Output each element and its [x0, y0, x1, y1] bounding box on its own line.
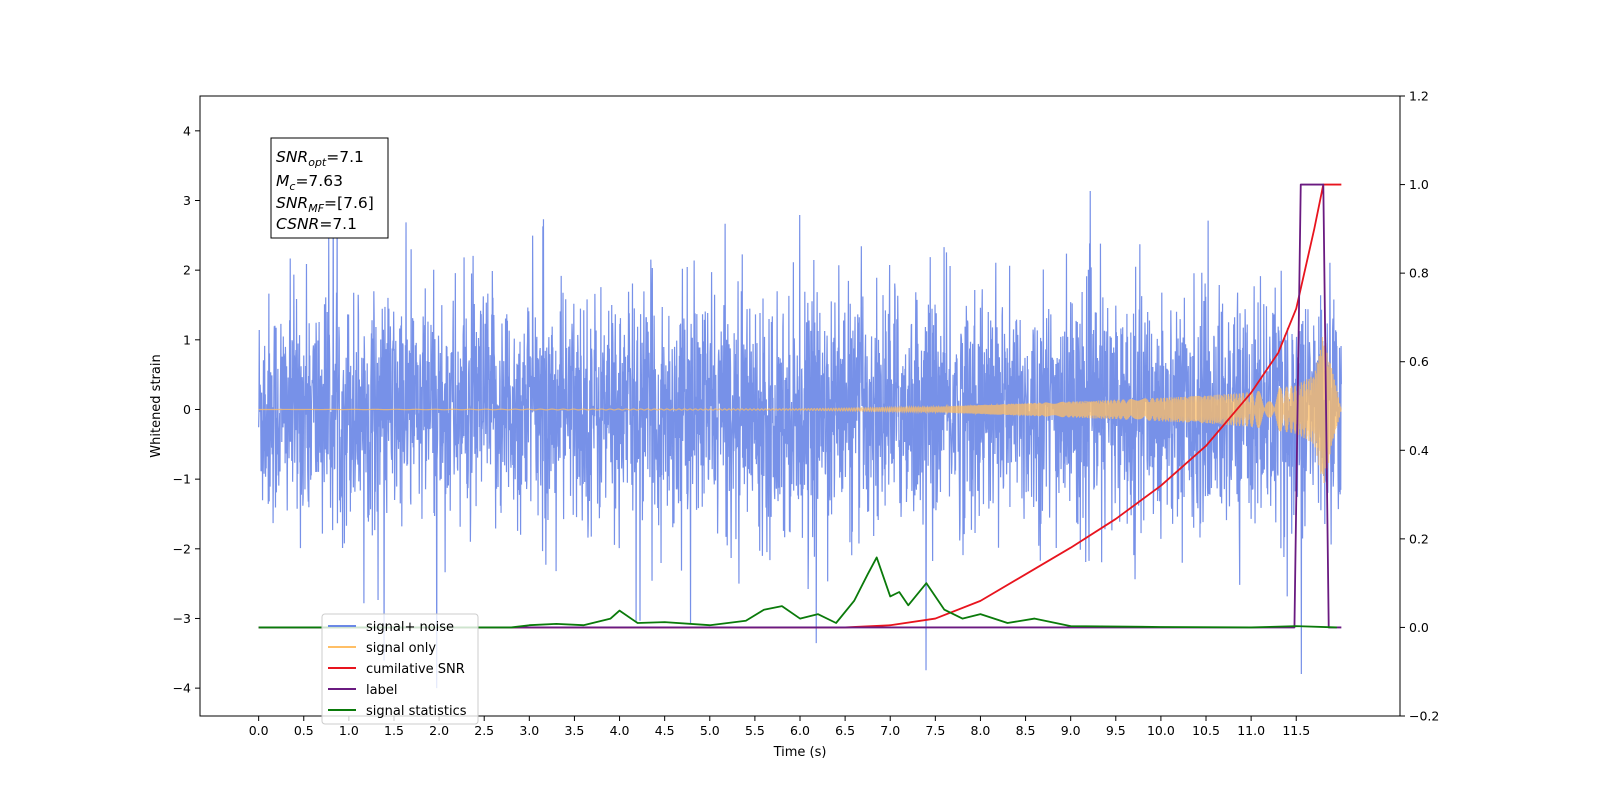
x-tick-label: 1.0: [339, 723, 359, 738]
x-tick-label: 7.5: [925, 723, 945, 738]
x-tick-label: 0.5: [294, 723, 314, 738]
x-tick-label: 5.0: [700, 723, 720, 738]
y-tick-label: 0: [183, 402, 191, 417]
x-tick-label: 9.5: [1106, 723, 1126, 738]
snr-opt-text: SNRopt=7.1: [276, 148, 364, 169]
x-axis: 0.0 0.5 1.0 1.5 2.0 2.5 3.0 3.5 4.0 4.5 5.0 5.5 6.0 6…: [249, 716, 1310, 738]
x-tick-label: 3.0: [519, 723, 539, 738]
series-signal-plus-noise: [258, 172, 1342, 689]
csnr-text: CSNR=7.1: [276, 215, 357, 233]
plot-area: [258, 172, 1342, 689]
legend-label-signal-only: signal only: [366, 641, 436, 656]
legend-label-label: label: [366, 683, 397, 698]
y-tick-label: 1: [183, 332, 191, 347]
x-tick-label: 8.0: [971, 723, 991, 738]
x-tick-label: 6.0: [790, 723, 810, 738]
y-right-tick-label: 1.0: [1409, 177, 1429, 192]
y-right-tick-label: 0.2: [1409, 531, 1429, 546]
x-tick-label: 6.5: [835, 723, 855, 738]
y-tick-label: 4: [183, 123, 191, 138]
series-signal-statistics: [258, 556, 1337, 629]
series-cumulative-snr: [258, 183, 1342, 629]
legend-label-signal-statistics: signal statistics: [366, 704, 467, 719]
x-tick-label: 9.0: [1061, 723, 1081, 738]
y-right-tick-label: −0.2: [1409, 709, 1439, 724]
x-tick-label: 1.5: [384, 723, 404, 738]
y-tick-label: −4: [173, 681, 191, 696]
x-tick-label: 4.5: [655, 723, 675, 738]
x-tick-label: 2.0: [429, 723, 449, 738]
y-axis-left: 4 3 2 1 0 −1 −2 −3 −4: [173, 123, 200, 696]
x-axis-label: Time (s): [773, 745, 827, 760]
x-tick-label: 5.5: [745, 723, 765, 738]
y-right-tick-label: 0.6: [1409, 354, 1429, 369]
y-axis-label: Whitened strain: [149, 354, 164, 457]
y-right-tick-label: 0.8: [1409, 266, 1429, 281]
y-tick-label: −3: [173, 611, 191, 626]
legend: signal+ noise signal only cumilative SNR…: [321, 613, 479, 725]
x-tick-label: 10.0: [1147, 723, 1175, 738]
x-tick-label: 2.5: [474, 723, 494, 738]
x-tick-label: 4.0: [610, 723, 630, 738]
annotation-box: SNRopt=7.1 Mc=7.63 SNRMF=[7.6] CSNR=7.1: [270, 137, 389, 239]
legend-label-cumulative-snr: cumilative SNR: [366, 662, 465, 677]
x-tick-label: 0.0: [249, 723, 269, 738]
legend-label-signal-noise: signal+ noise: [366, 620, 454, 635]
x-tick-label: 11.5: [1282, 723, 1310, 738]
y-tick-label: −2: [173, 541, 191, 556]
series-signal-only: [258, 337, 1342, 483]
x-tick-label: 3.5: [564, 723, 584, 738]
y-tick-label: −1: [173, 472, 191, 487]
x-tick-label: 8.5: [1016, 723, 1036, 738]
x-tick-label: 7.0: [880, 723, 900, 738]
y-tick-label: 3: [183, 193, 191, 208]
y-tick-label: 2: [183, 263, 191, 278]
y-right-tick-label: 0.0: [1409, 620, 1429, 635]
y-right-tick-label: 1.2: [1409, 89, 1429, 104]
snr-mf-text: SNRMF=[7.6]: [276, 194, 374, 215]
y-right-tick-label: 0.4: [1409, 443, 1429, 458]
x-tick-label: 10.5: [1192, 723, 1220, 738]
mc-text: Mc=7.63: [276, 172, 343, 193]
y-axis-right: 1.2 1.0 0.8 0.6 0.4 0.2 0.0 −0.2: [1400, 89, 1439, 724]
x-tick-label: 11.0: [1237, 723, 1265, 738]
